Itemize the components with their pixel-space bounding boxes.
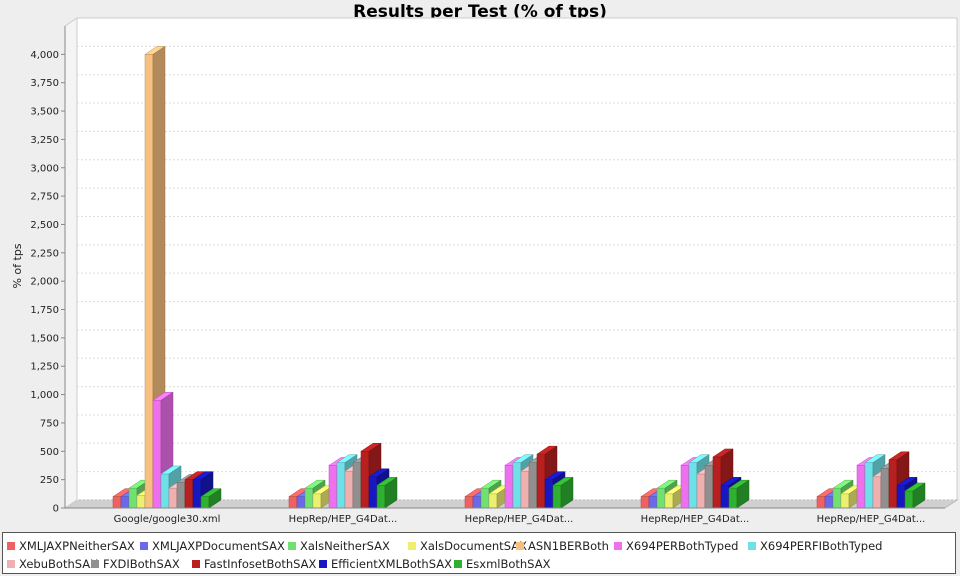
legend-label: XebuBothSAX xyxy=(19,557,99,571)
legend-item: X694PERFIBothTyped xyxy=(748,539,882,553)
y-tick-label: 3,500 xyxy=(30,107,59,118)
legend-label: XalsNeitherSAX xyxy=(300,539,390,553)
legend-swatch xyxy=(288,542,296,550)
legend-swatch xyxy=(7,542,15,550)
chart-area: 0 250 500 750 1,000 1,250 1,500 1,750 2,000 2,250… xyxy=(11,17,959,525)
y-tick-label: 500 xyxy=(40,447,59,458)
y-tick-label: 3,000 xyxy=(30,163,59,174)
x-axis: Google/google30.xml HepRep/HEP_G4Dat... He… xyxy=(65,507,945,525)
legend-item: X694PERBothTyped xyxy=(614,539,738,553)
plot-wall xyxy=(76,17,958,501)
legend-label: XMLJAXPNeitherSAX xyxy=(19,539,135,553)
plot-side-wall xyxy=(64,17,78,509)
legend-label: XalsDocumentSAX xyxy=(420,539,527,553)
legend-item: EfficientXMLBothSAX xyxy=(319,557,452,571)
legend-label: X694PERFIBothTyped xyxy=(760,539,883,553)
y-axis: 0 250 500 750 1,000 1,250 1,500 1,750 2,000 2,250… xyxy=(30,26,66,515)
bar xyxy=(552,476,574,509)
legend-label: XMLJAXPDocumentSAX xyxy=(152,539,285,553)
y-tick-label: 1,500 xyxy=(30,333,59,344)
y-axis-label: % of tps xyxy=(11,243,24,288)
y-tick-label: 2,000 xyxy=(30,277,59,288)
x-tick-label: HepRep/HEP_G4Dat... xyxy=(641,514,750,525)
y-tick-label: 2,500 xyxy=(30,220,59,231)
plot-background xyxy=(63,17,959,509)
bar xyxy=(144,45,166,509)
y-tick-label: 750 xyxy=(40,418,59,429)
legend-swatch xyxy=(91,560,99,568)
legend-item: XebuBothSAX xyxy=(7,557,98,571)
y-tick-label: 0 xyxy=(53,504,59,515)
legend-swatch xyxy=(516,542,524,550)
y-tick-label: 2,250 xyxy=(30,248,59,259)
legend-item: XMLJAXPDocumentSAX xyxy=(140,539,285,553)
legend-item: XMLJAXPNeitherSAX xyxy=(7,539,135,553)
bar xyxy=(904,482,926,509)
x-tick-label: HepRep/HEP_G4Dat... xyxy=(289,514,398,525)
y-tick-label: 3,750 xyxy=(30,78,59,89)
legend-label: EfficientXMLBothSAX xyxy=(331,557,452,571)
x-tick-label: HepRep/HEP_G4Dat... xyxy=(817,514,926,525)
y-tick-label: 3,250 xyxy=(30,135,59,146)
legend-swatch xyxy=(408,542,416,550)
legend-item: ASN1BERBoth xyxy=(516,539,609,553)
legend-label: FXDIBothSAX xyxy=(103,557,180,571)
y-tick-label: 1,750 xyxy=(30,305,59,316)
legend-label: FastInfosetBothSAX xyxy=(204,557,317,571)
legend-swatch xyxy=(748,542,756,550)
legend-item: XalsNeitherSAX xyxy=(288,539,390,553)
bars xyxy=(112,45,926,509)
x-tick-label: HepRep/HEP_G4Dat... xyxy=(465,514,574,525)
legend-item: FastInfosetBothSAX xyxy=(192,557,316,571)
legend-swatch xyxy=(454,560,462,568)
legend-swatch xyxy=(192,560,200,568)
legend-swatch xyxy=(319,560,327,568)
legend-swatch xyxy=(140,542,148,550)
legend-item: FXDIBothSAX xyxy=(91,557,180,571)
y-tick-label: 250 xyxy=(40,475,59,486)
legend-item: EsxmlBothSAX xyxy=(454,557,550,571)
y-tick-label: 2,750 xyxy=(30,192,59,203)
legend: XMLJAXPNeitherSAX XMLJAXPDocumentSAX XalsN… xyxy=(2,532,956,574)
legend-label: EsxmlBothSAX xyxy=(466,557,551,571)
x-tick-label: Google/google30.xml xyxy=(114,514,221,525)
bar xyxy=(200,488,222,509)
y-tick-label: 1,000 xyxy=(30,390,59,401)
chart-title: Results per Test (% of tps) xyxy=(353,2,607,22)
legend-label: X694PERBothTyped xyxy=(626,539,739,553)
bar xyxy=(376,476,398,509)
y-tick-label: 1,250 xyxy=(30,362,59,373)
legend-swatch xyxy=(7,560,15,568)
y-tick-label: 4,000 xyxy=(30,50,59,61)
bar xyxy=(728,479,750,509)
legend-label: ASN1BERBoth xyxy=(528,539,609,553)
legend-item: XalsDocumentSAX xyxy=(408,539,527,553)
legend-swatch xyxy=(614,542,622,550)
